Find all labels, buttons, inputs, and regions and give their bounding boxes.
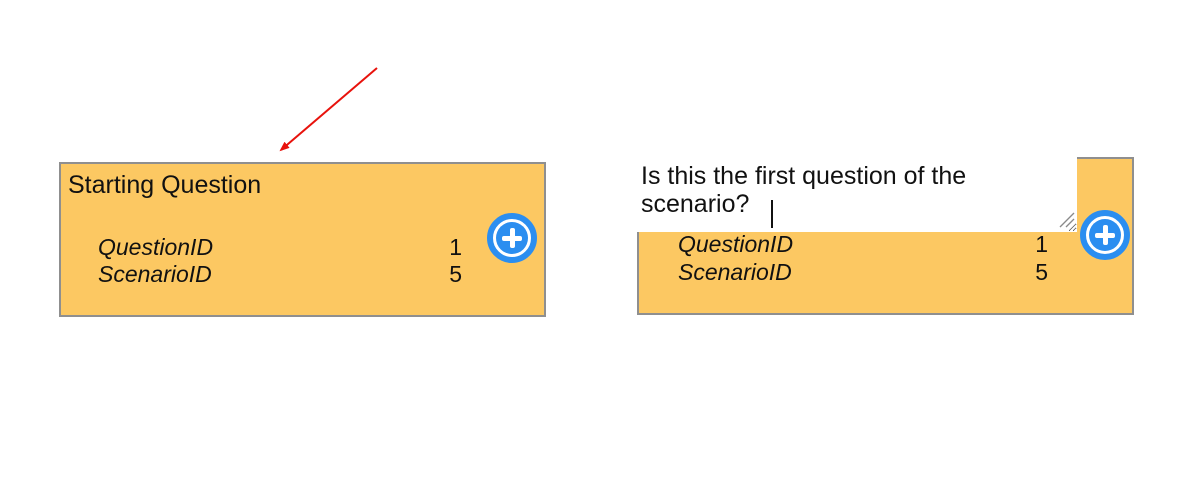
- property-row-scenarioid: ScenarioID 5: [678, 259, 1048, 287]
- property-value: 5: [1035, 259, 1048, 285]
- property-name: ScenarioID: [98, 261, 212, 287]
- plus-circle-icon: [496, 222, 528, 254]
- property-row-questionid: QuestionID 1: [98, 234, 462, 262]
- node-title-editor[interactable]: Is this the first question of the scenar…: [637, 157, 1077, 232]
- add-connection-button[interactable]: [1080, 210, 1130, 260]
- property-row-questionid: QuestionID 1: [678, 231, 1048, 259]
- property-value: 1: [449, 234, 462, 260]
- property-value: 5: [449, 261, 462, 287]
- plus-circle-icon: [1089, 219, 1121, 251]
- property-row-scenarioid: ScenarioID 5: [98, 261, 462, 289]
- text-caret: [771, 200, 773, 228]
- property-value: 1: [1035, 231, 1048, 257]
- property-name: QuestionID: [678, 231, 794, 257]
- property-name: ScenarioID: [678, 259, 792, 285]
- resize-grip-icon[interactable]: [1058, 211, 1076, 229]
- question-node-card[interactable]: Starting Question QuestionID 1 ScenarioI…: [59, 162, 546, 317]
- property-name: QuestionID: [98, 234, 214, 260]
- node-title[interactable]: Starting Question: [68, 171, 262, 199]
- add-connection-button[interactable]: [487, 213, 537, 263]
